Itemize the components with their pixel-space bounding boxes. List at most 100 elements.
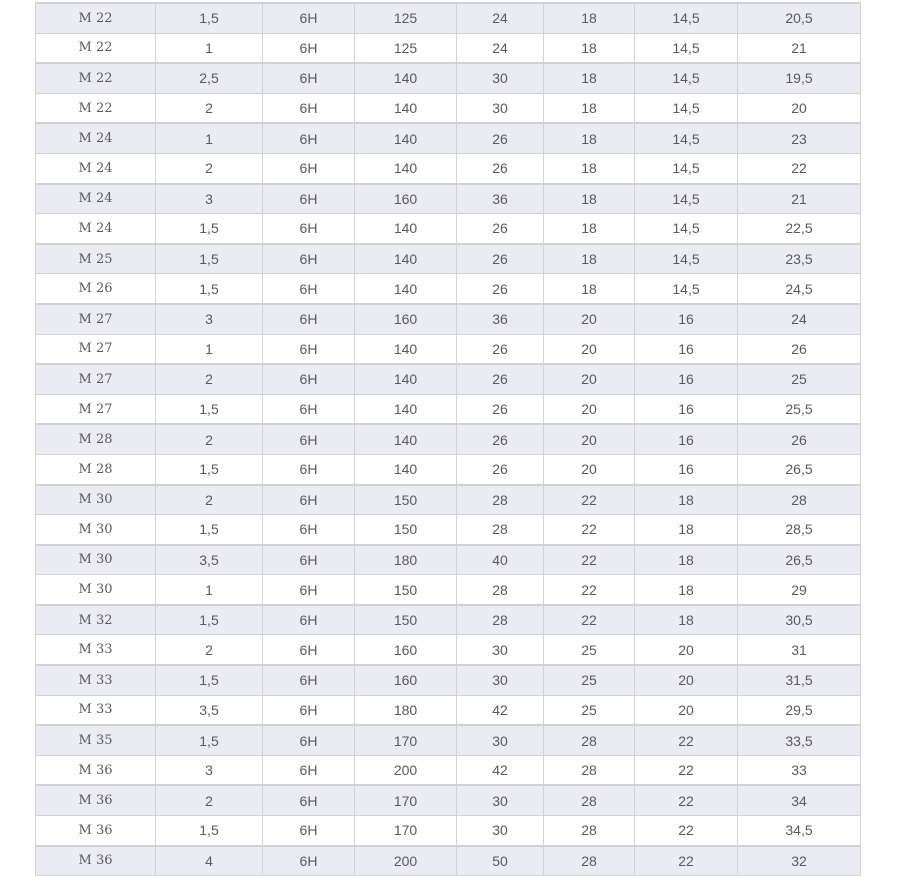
total-length-cell: 150 (354, 574, 457, 606)
table-body: M 22 1,5 6H 125 24 18 14,5 20,5 M 22 1 6H 125 24 18 14… (35, 1, 861, 876)
tolerance-cell: 6H (262, 273, 355, 305)
table-row: M 26 1,5 6H 140 26 18 14,5 24,5 (35, 273, 861, 305)
pitch-cell: 1 (155, 32, 263, 64)
pitch-cell: 3 (155, 302, 263, 335)
thread-size-cell: M 24 (35, 152, 156, 185)
thread-size-cell: M 24 (35, 122, 156, 154)
total-length-cell: 150 (354, 483, 457, 516)
square-size-cell: 22 (634, 754, 738, 786)
thread-length-cell: 40 (456, 543, 544, 576)
table-row: M 27 1,5 6H 140 26 20 16 25,5 (35, 393, 861, 425)
tolerance-cell: 6H (262, 213, 355, 245)
pitch-cell: 1,5 (155, 453, 263, 486)
thread-length-cell: 26 (456, 152, 544, 185)
table-row: M 30 2 6H 150 28 22 18 28 (35, 483, 861, 516)
thread-size-cell: M 30 (35, 483, 156, 516)
tolerance-cell: 6H (262, 514, 355, 546)
pitch-cell: 1,5 (155, 514, 263, 546)
thread-size-cell: M 28 (35, 423, 156, 455)
thread-size-cell: M 30 (35, 574, 156, 606)
shank-diameter-cell: 25 (543, 694, 635, 726)
tolerance-cell: 6H (262, 393, 355, 425)
drill-diameter-cell: 28,5 (737, 514, 861, 546)
square-size-cell: 16 (634, 302, 738, 335)
thread-size-cell: M 36 (35, 784, 156, 817)
thread-size-cell: M 27 (35, 333, 156, 365)
drill-diameter-cell: 26 (737, 333, 861, 365)
tolerance-cell: 6H (262, 242, 355, 275)
tolerance-cell: 6H (262, 302, 355, 335)
shank-diameter-cell: 18 (543, 273, 635, 305)
total-length-cell: 150 (354, 514, 457, 546)
drill-diameter-cell: 23 (737, 122, 861, 154)
thread-size-cell: M 27 (35, 393, 156, 425)
square-size-cell: 18 (634, 514, 738, 546)
square-size-cell: 20 (634, 634, 738, 666)
pitch-cell: 2,5 (155, 62, 263, 94)
thread-length-cell: 26 (456, 273, 544, 305)
thread-length-cell: 24 (456, 1, 544, 34)
thread-size-cell: M 35 (35, 724, 156, 756)
total-length-cell: 140 (354, 273, 457, 305)
drill-diameter-cell: 31 (737, 634, 861, 666)
square-size-cell: 14,5 (634, 62, 738, 94)
thread-size-cell: M 33 (35, 634, 156, 666)
pitch-cell: 3 (155, 754, 263, 786)
table-row: M 24 3 6H 160 36 18 14,5 21 (35, 182, 861, 215)
total-length-cell: 140 (354, 213, 457, 245)
total-length-cell: 125 (354, 32, 457, 64)
pitch-cell: 3,5 (155, 694, 263, 726)
drill-diameter-cell: 29,5 (737, 694, 861, 726)
total-length-cell: 160 (354, 302, 457, 335)
pitch-cell: 1,5 (155, 664, 263, 696)
thread-length-cell: 30 (456, 92, 544, 124)
shank-diameter-cell: 25 (543, 664, 635, 696)
tolerance-cell: 6H (262, 453, 355, 486)
shank-diameter-cell: 20 (543, 302, 635, 335)
tolerance-cell: 6H (262, 664, 355, 696)
pitch-cell: 2 (155, 363, 263, 395)
drill-diameter-cell: 21 (737, 182, 861, 215)
tolerance-cell: 6H (262, 423, 355, 455)
pitch-cell: 1,5 (155, 242, 263, 275)
thread-length-cell: 28 (456, 514, 544, 546)
tolerance-cell: 6H (262, 483, 355, 516)
drill-diameter-cell: 29 (737, 574, 861, 606)
thread-length-cell: 26 (456, 423, 544, 455)
pitch-cell: 1,5 (155, 1, 263, 34)
thread-length-cell: 26 (456, 213, 544, 245)
total-length-cell: 125 (354, 1, 457, 34)
thread-length-cell: 42 (456, 694, 544, 726)
shank-diameter-cell: 18 (543, 213, 635, 245)
table-row: M 36 3 6H 200 42 28 22 33 (35, 754, 861, 786)
shank-diameter-cell: 28 (543, 815, 635, 847)
tolerance-cell: 6H (262, 574, 355, 606)
thread-length-cell: 26 (456, 242, 544, 275)
square-size-cell: 14,5 (634, 242, 738, 275)
drill-diameter-cell: 24,5 (737, 273, 861, 305)
table-row: M 25 1,5 6H 140 26 18 14,5 23,5 (35, 242, 861, 275)
drill-diameter-cell: 34 (737, 784, 861, 817)
thread-size-cell: M 33 (35, 694, 156, 726)
shank-diameter-cell: 28 (543, 754, 635, 786)
total-length-cell: 140 (354, 363, 457, 395)
thread-length-cell: 26 (456, 363, 544, 395)
drill-diameter-cell: 20 (737, 92, 861, 124)
thread-length-cell: 26 (456, 122, 544, 154)
square-size-cell: 20 (634, 694, 738, 726)
drill-diameter-cell: 25 (737, 363, 861, 395)
square-size-cell: 22 (634, 784, 738, 817)
table-row: M 32 1,5 6H 150 28 22 18 30,5 (35, 603, 861, 636)
thread-length-cell: 26 (456, 453, 544, 486)
table-row: M 33 1,5 6H 160 30 25 20 31,5 (35, 664, 861, 696)
square-size-cell: 18 (634, 483, 738, 516)
thread-size-cell: M 27 (35, 363, 156, 395)
shank-diameter-cell: 18 (543, 122, 635, 154)
drill-diameter-cell: 26,5 (737, 453, 861, 486)
drill-diameter-cell: 24 (737, 302, 861, 335)
thread-length-cell: 28 (456, 603, 544, 636)
table-row: M 22 1 6H 125 24 18 14,5 21 (35, 32, 861, 64)
table-row: M 36 2 6H 170 30 28 22 34 (35, 784, 861, 817)
tolerance-cell: 6H (262, 1, 355, 34)
pitch-cell: 1 (155, 333, 263, 365)
